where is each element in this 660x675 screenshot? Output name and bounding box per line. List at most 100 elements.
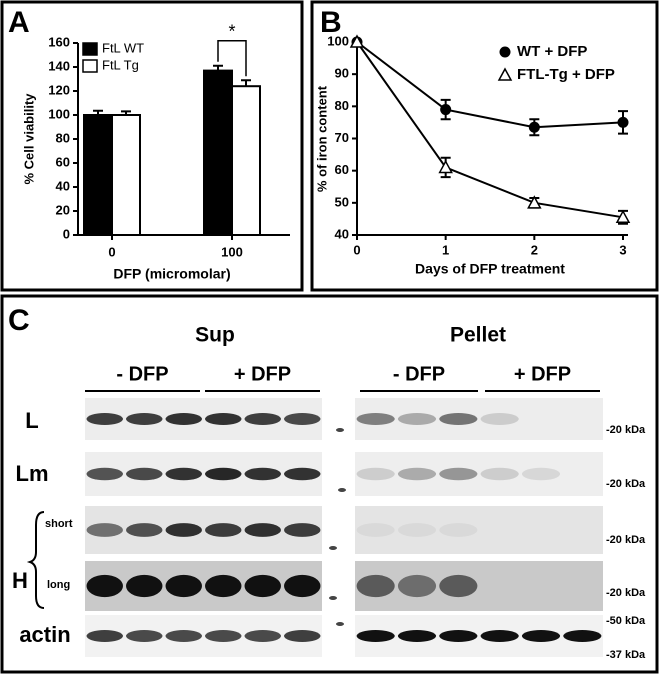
blot-band: [563, 630, 602, 642]
marker: [438, 159, 453, 174]
y-tick-label: 100: [327, 33, 349, 48]
legend-label: FtL Tg: [102, 57, 139, 72]
marker: [440, 104, 452, 116]
error-bar: [93, 109, 103, 115]
row-label: H: [12, 568, 28, 593]
blot-band: [126, 467, 163, 481]
marker: [528, 121, 540, 133]
y-tick-label: 100: [48, 106, 70, 121]
marker: [617, 116, 629, 128]
blot-band: [165, 467, 202, 481]
blot-band: [397, 523, 437, 537]
y-tick-label: 40: [335, 226, 349, 241]
y-tick-label: 70: [335, 130, 349, 145]
blot-band: [205, 413, 242, 425]
blot-band: [284, 413, 321, 425]
condition-label: - DFP: [116, 363, 168, 385]
legend-marker: [499, 46, 511, 58]
blot-band: [86, 413, 123, 425]
row-label: L: [25, 408, 38, 433]
legend-label: FtL WT: [102, 40, 144, 55]
x-tick-label: 3: [619, 242, 626, 257]
blot-band: [480, 467, 519, 481]
significance-bracket: [217, 40, 247, 77]
y-tick-label: 90: [335, 66, 349, 81]
blot-strip: [355, 615, 603, 657]
y-tick-label: 40: [56, 178, 70, 193]
row-label: actin: [19, 622, 70, 647]
panel-label: A: [8, 6, 30, 39]
blot-band: [244, 574, 281, 598]
blot-band: [165, 413, 202, 425]
blot-band: [284, 467, 321, 481]
blot-band: [284, 574, 321, 598]
marker-label: -20 kDa: [606, 587, 646, 599]
ladder-dot: [336, 622, 344, 626]
panel-frame: [0, 294, 659, 674]
x-tick-label: 2: [531, 242, 538, 257]
blot-band: [126, 630, 163, 642]
series-line: [356, 41, 624, 129]
annotation: *: [228, 22, 235, 42]
ladder-dot: [329, 596, 337, 600]
brace: [26, 511, 45, 609]
panel-frame: [0, 0, 304, 292]
y-tick-label: 120: [48, 82, 70, 97]
blot-band: [439, 413, 478, 425]
legend-swatch: [82, 42, 98, 56]
bar: [111, 114, 141, 236]
panel-label: B: [320, 6, 342, 39]
condition-label: - DFP: [393, 363, 445, 385]
error-bar: [241, 79, 251, 87]
bar: [231, 85, 261, 236]
blot-band: [397, 467, 437, 481]
blot-band: [480, 413, 519, 425]
blot-band: [205, 630, 242, 642]
error-bar: [121, 110, 131, 115]
condition-label: + DFP: [514, 363, 571, 385]
ladder-dot: [336, 428, 344, 432]
x-tick-label: 0: [108, 244, 115, 259]
blot-band: [205, 467, 242, 481]
group-label: Pellet: [450, 324, 506, 347]
x-tick-label: 0: [353, 242, 360, 257]
blot-band: [521, 467, 561, 481]
x-axis-title: Days of DFP treatment: [415, 261, 565, 277]
blot-band: [165, 574, 202, 598]
blot-band: [165, 523, 202, 537]
blot-strip: [85, 561, 322, 611]
marker-label: -20 kDa: [606, 424, 646, 436]
condition-label: + DFP: [234, 363, 291, 385]
row-label: Lm: [16, 461, 49, 486]
marker-label: -20 kDa: [606, 534, 646, 546]
blot-band: [244, 413, 281, 425]
blot-band: [356, 467, 395, 481]
marker: [615, 209, 631, 224]
legend-label: FTL-Tg + DFP: [517, 66, 615, 83]
marker-label: -37 kDa: [606, 649, 646, 661]
blot-band: [284, 630, 321, 642]
error-bar: [213, 64, 223, 71]
blot-strip: [85, 506, 322, 554]
blot-band: [356, 413, 395, 425]
y-tick-label: 20: [56, 202, 70, 217]
blot-band: [397, 574, 437, 598]
y-tick-label: 160: [48, 34, 70, 49]
blot-band: [439, 574, 478, 598]
blot-band: [86, 467, 123, 481]
legend-marker: [497, 67, 513, 81]
x-tick-label: 1: [442, 242, 449, 257]
row-sublabel: short: [45, 518, 73, 530]
blot-band: [439, 630, 478, 642]
series-line: [356, 41, 624, 219]
blot-strip: [355, 506, 603, 554]
legend-label: WT + DFP: [517, 43, 587, 60]
panel-label: C: [8, 304, 30, 337]
marker: [527, 195, 542, 209]
blot-band: [86, 630, 123, 642]
blot-band: [244, 630, 281, 642]
y-tick-label: 140: [48, 58, 70, 73]
y-tick-label: 80: [56, 130, 70, 145]
blot-strip: [355, 398, 603, 440]
